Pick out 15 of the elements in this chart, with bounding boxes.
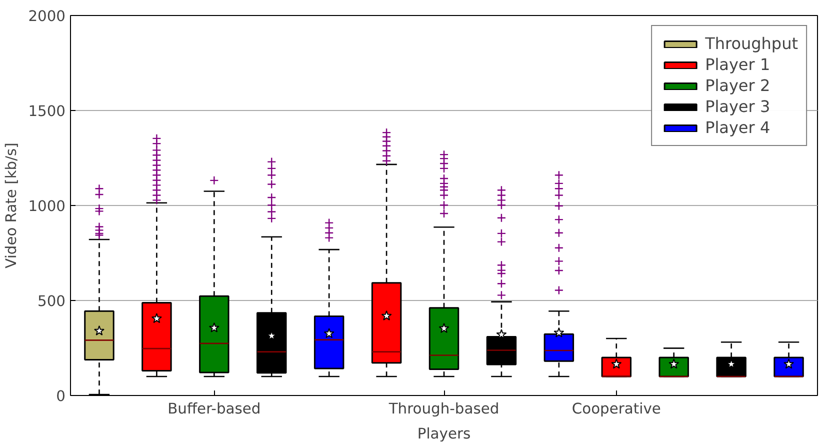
legend-label: Player 1 [705, 55, 770, 74]
x-tick-label: Buffer-based [168, 400, 261, 418]
x-axis-title: Players [417, 426, 471, 442]
y-axis-title: Video Rate [kb/s] [3, 142, 20, 268]
x-tick-label: Through-based [388, 400, 500, 418]
y-tick-label: 500 [38, 293, 66, 310]
y-tick-label: 0 [56, 388, 66, 405]
y-tick-label: 1000 [28, 198, 66, 215]
legend-label: Player 2 [705, 76, 770, 95]
y-tick-label: 1500 [28, 103, 66, 120]
legend-label: Player 3 [705, 97, 770, 116]
x-tick-label: Cooperative [572, 400, 661, 418]
y-tick-label: 2000 [28, 8, 66, 25]
legend-label: Player 4 [705, 118, 770, 137]
legend-label: Throughput [705, 34, 798, 53]
